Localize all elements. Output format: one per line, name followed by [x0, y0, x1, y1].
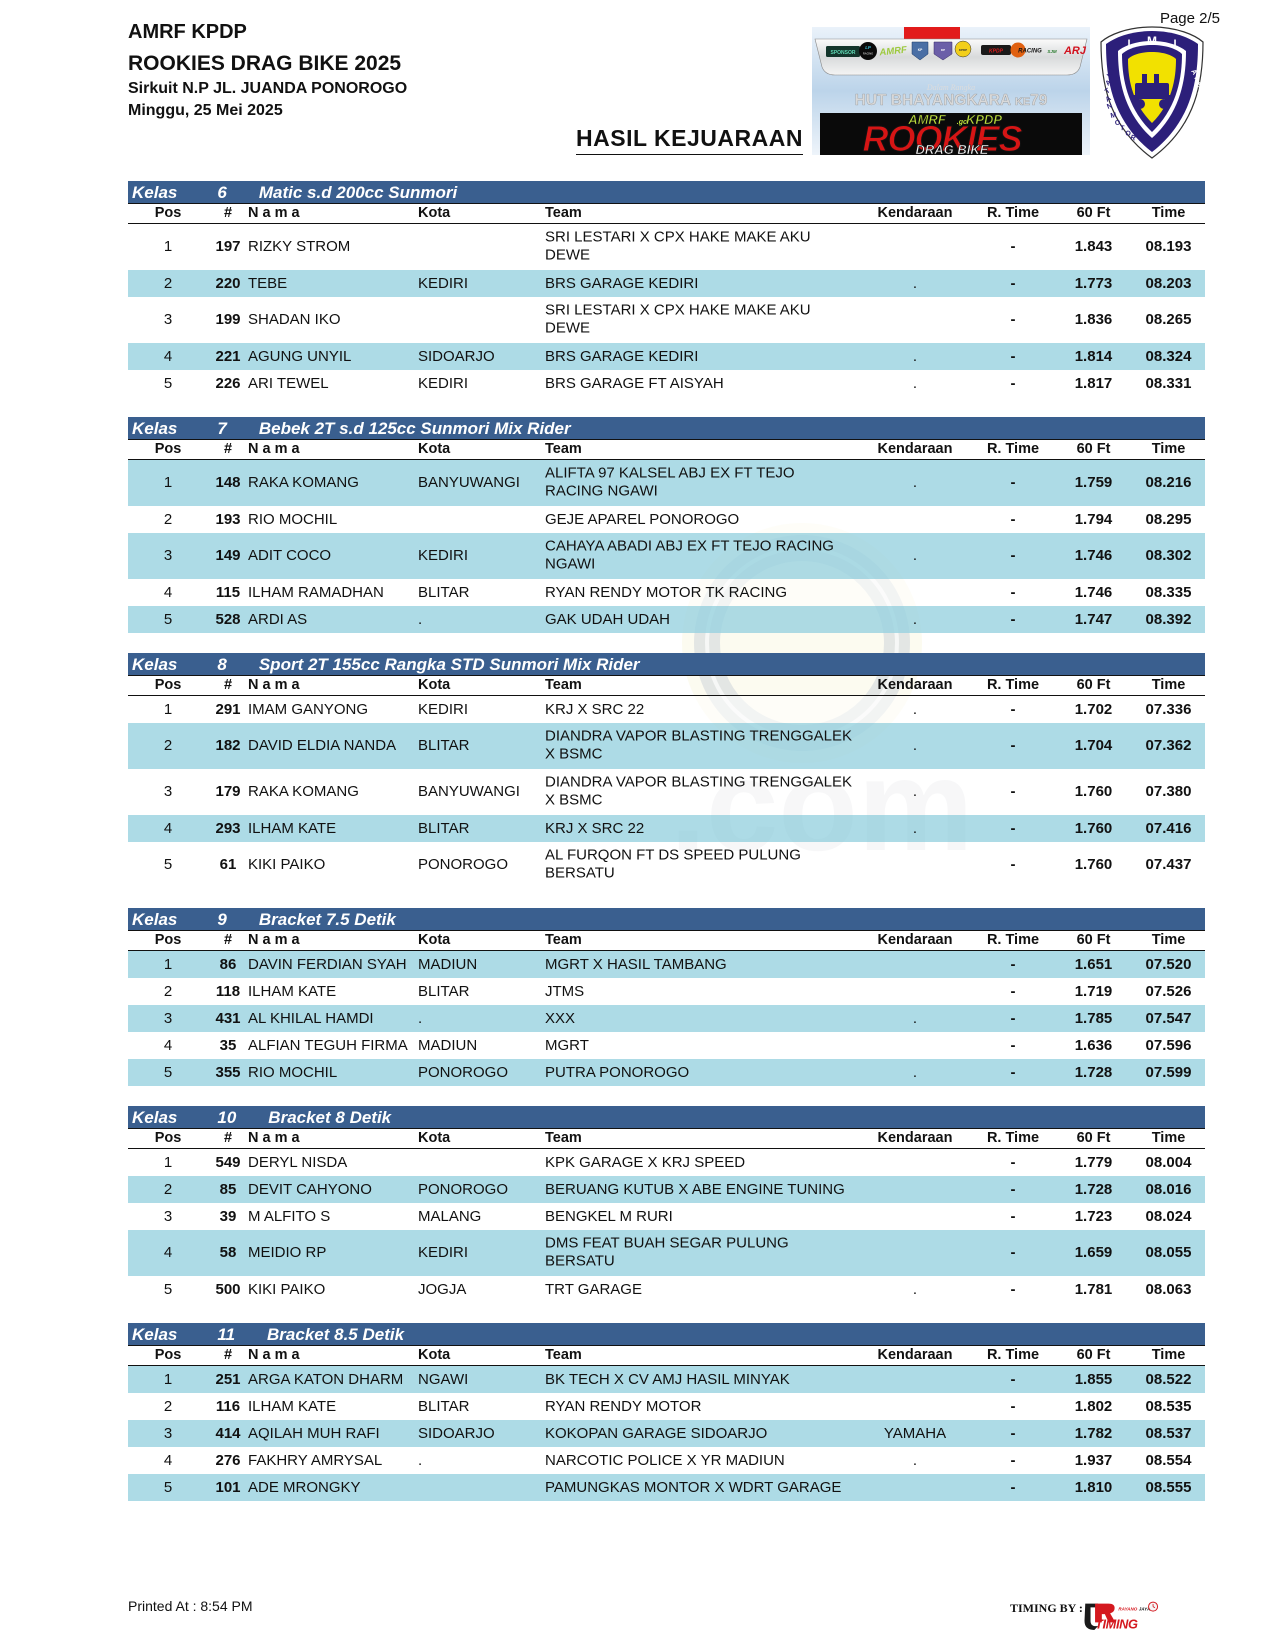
svg-text:RAYANO: RAYANO — [1118, 1606, 1137, 1611]
svg-text:DRAG BIKE: DRAG BIKE — [916, 142, 989, 155]
svg-text:RACING: RACING — [1018, 49, 1042, 55]
svg-text:SPONSOR: SPONSOR — [830, 50, 855, 56]
svg-text:DP: DP — [941, 48, 945, 52]
svg-text:M: M — [1147, 34, 1157, 48]
svg-text:RACING: RACING — [863, 52, 873, 56]
svg-text:N: N — [1189, 118, 1195, 125]
svg-text:ARJ: ARJ — [1063, 45, 1087, 57]
svg-text:KPDP: KPDP — [959, 48, 967, 52]
svg-text:TIMING: TIMING — [1095, 1616, 1138, 1631]
svg-text:I: I — [1184, 124, 1186, 131]
svg-text:SJM: SJM — [1047, 49, 1057, 54]
svg-text:I: I — [1173, 38, 1176, 50]
svg-text:Dalam Rangka: Dalam Rangka — [926, 83, 975, 92]
svg-text:LP: LP — [865, 45, 871, 50]
svg-text:KPDP: KPDP — [989, 49, 1004, 55]
svg-text:I: I — [1127, 38, 1130, 50]
svg-text:KP: KP — [918, 48, 923, 52]
